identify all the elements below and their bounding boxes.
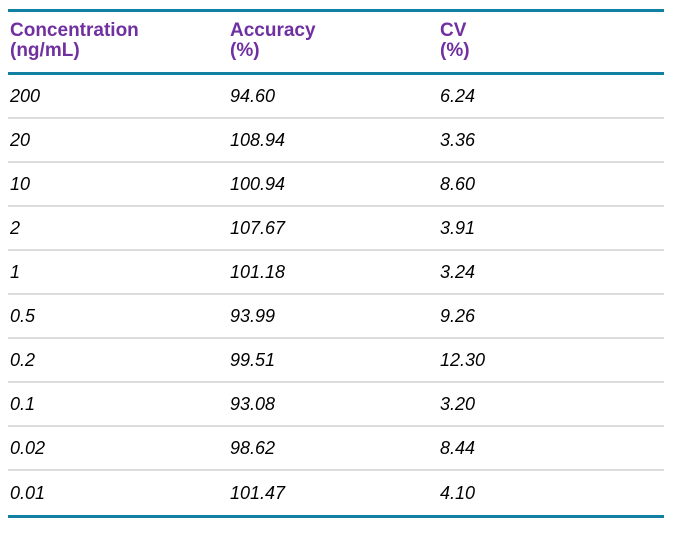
cell-concentration: 0.2: [10, 350, 36, 370]
table-top-rule: [8, 9, 664, 12]
cell-concentration: 0.01: [10, 483, 46, 503]
cell-accuracy: 107.67: [230, 218, 286, 238]
cell-concentration: 2: [10, 218, 21, 238]
column-header-label: Concentration: [10, 20, 139, 41]
cell-cv: 3.36: [440, 130, 476, 150]
column-header-cv: CV (%): [440, 21, 664, 72]
cell-accuracy: 100.94: [230, 174, 286, 194]
table-header-row: Concentration (ng/mL) Accuracy (%) CV (%…: [8, 12, 664, 72]
cell-concentration: 1: [10, 262, 21, 282]
cell-cv: 9.26: [440, 306, 476, 326]
cell-accuracy: 93.08: [230, 394, 276, 414]
column-header-unit: (%): [440, 40, 470, 61]
table-bottom-rule: [8, 515, 664, 518]
table-row: 1 101.18 3.24: [8, 251, 664, 295]
table-row: 10 100.94 8.60: [8, 163, 664, 207]
table-row: 0.2 99.51 12.30: [8, 339, 664, 383]
cell-accuracy: 101.47: [230, 483, 286, 503]
column-header-concentration: Concentration (ng/mL): [10, 21, 230, 72]
table-row: 200 94.60 6.24: [8, 75, 664, 119]
cell-accuracy: 108.94: [230, 130, 286, 150]
table-body: 200 94.60 6.24 20 108.94 3.36 10 100.94 …: [8, 75, 664, 515]
column-header-unit: (%): [230, 40, 260, 61]
header-bottom-rule: [8, 72, 664, 75]
table-row: 0.02 98.62 8.44: [8, 427, 664, 471]
table-row: 0.01 101.47 4.10: [8, 471, 664, 515]
cell-concentration: 0.1: [10, 394, 36, 414]
table-row: 2 107.67 3.91: [8, 207, 664, 251]
cell-accuracy: 93.99: [230, 306, 276, 326]
cell-concentration: 200: [10, 86, 41, 106]
cell-accuracy: 94.60: [230, 86, 276, 106]
cell-cv: 6.24: [440, 86, 476, 106]
cell-cv: 3.91: [440, 218, 476, 238]
cell-cv: 8.60: [440, 174, 476, 194]
cell-concentration: 10: [10, 174, 31, 194]
table-row: 20 108.94 3.36: [8, 119, 664, 163]
table-row: 0.5 93.99 9.26: [8, 295, 664, 339]
cell-concentration: 0.5: [10, 306, 36, 326]
cell-accuracy: 99.51: [230, 350, 276, 370]
column-header-label: CV: [440, 20, 467, 41]
table-row: 0.1 93.08 3.20: [8, 383, 664, 427]
cell-cv: 4.10: [440, 483, 476, 503]
cell-accuracy: 101.18: [230, 262, 286, 282]
column-header-accuracy: Accuracy (%): [230, 21, 440, 72]
cell-accuracy: 98.62: [230, 438, 276, 458]
column-header-unit: (ng/mL): [10, 40, 80, 61]
cell-cv: 3.24: [440, 262, 476, 282]
cell-cv: 8.44: [440, 438, 476, 458]
cell-concentration: 0.02: [10, 438, 46, 458]
column-header-label: Accuracy: [230, 20, 316, 41]
cell-cv: 12.30: [440, 350, 486, 370]
cell-concentration: 20: [10, 130, 31, 150]
accuracy-cv-table: Concentration (ng/mL) Accuracy (%) CV (%…: [8, 9, 664, 518]
cell-cv: 3.20: [440, 394, 476, 414]
